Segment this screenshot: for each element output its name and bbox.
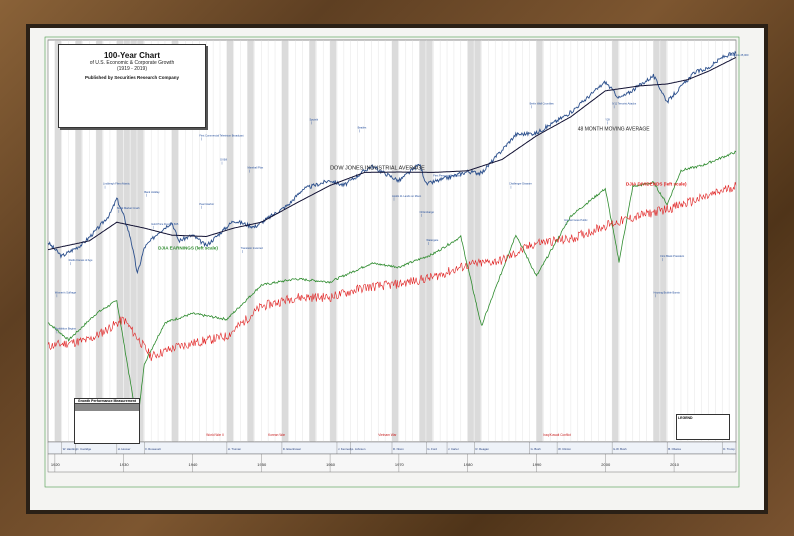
event-annotation: Bank Holiday (144, 190, 160, 194)
recession-band (653, 40, 660, 442)
chart-title-box: 100-Year Chart of U.S. Economic & Corpor… (58, 44, 206, 128)
decade-tick-label: 2000 (601, 462, 611, 467)
event-annotation: Marshall Plan (248, 166, 264, 170)
president-label: H. Truman (228, 447, 242, 451)
president-label: R. Nixon (393, 447, 404, 451)
recession-band (130, 40, 137, 442)
event-annotation: Housing Bubble Bursts (653, 290, 680, 294)
year-axis-strip (47, 453, 737, 473)
president-label: R. Reagan (476, 447, 490, 451)
president-label: C. Coolidge (77, 447, 92, 451)
recession-band (226, 40, 234, 442)
war-label: Vietnam War (378, 433, 397, 437)
dividends-line (47, 182, 737, 362)
event-annotation: 9/11 Terrorist Attacks (612, 101, 637, 105)
decade-tick-label: 1920 (51, 462, 61, 467)
event-annotation: Lindbergh Flies Atlantic (103, 182, 131, 186)
event-annotation: First Personal Computer (433, 174, 461, 178)
recession-band (171, 40, 179, 442)
decade-tick-label: 2010 (670, 462, 680, 467)
recession-band (137, 40, 144, 442)
decade-tick-label: 1950 (257, 462, 267, 467)
earnings-line (47, 150, 737, 426)
president-label: W. Harding (63, 447, 77, 451)
chart-subtitle: of U.S. Economic & Corporate Growth (89, 60, 175, 66)
recession-band (309, 40, 316, 442)
chart-title: 100-Year Chart (103, 51, 161, 60)
growth-performance-title: Growth Performance Measurement (75, 399, 139, 404)
president-label: D. Eisenhower (283, 447, 301, 451)
recession-band (330, 40, 337, 442)
president-label: L. Johnson (352, 447, 366, 451)
decade-tick-label: 1990 (532, 462, 542, 467)
president-label: J. Carter (448, 447, 459, 451)
war-label: World War II (206, 433, 224, 437)
decade-tick-label: 1980 (464, 462, 474, 467)
event-annotation: Internet Goes Public (564, 218, 588, 222)
recession-band (467, 40, 474, 442)
president-label: J. Kennedy (338, 447, 353, 451)
president-label: G. Ford (427, 447, 437, 451)
recession-band (54, 40, 62, 442)
moving-average-line (47, 56, 737, 251)
war-label: Korean War (268, 433, 286, 437)
president-label: D. Trump (723, 447, 735, 451)
recession-band (123, 40, 130, 442)
president-label: H. Hoover (118, 447, 131, 451)
event-annotation: Challenger Disaster (509, 182, 532, 186)
event-annotation: Radio Comes of Age (69, 258, 93, 262)
recession-band (660, 40, 667, 442)
moving-average-label: 48 MONTH MOVING AVERAGE (578, 127, 651, 133)
event-annotation: GI Bill (220, 158, 227, 162)
legend-title: LEGEND (678, 416, 693, 420)
event-annotation: Sputnik (309, 117, 318, 121)
event-annotation: Gold Price Fixed at $35 (151, 222, 179, 226)
recession-band (426, 40, 433, 442)
president-label: W. Clinton (558, 447, 571, 451)
decade-tick-label: 1930 (120, 462, 130, 467)
recession-band (281, 40, 289, 442)
event-annotation: Transistor Invented (241, 246, 264, 250)
event-annotation: Pearl Harbor (199, 202, 214, 206)
event-annotation: Berlin Wall Crumbles (530, 101, 555, 105)
recession-band (474, 40, 481, 442)
war-label: Iraq/Kuwait Conflict (543, 433, 571, 437)
event-annotation: Stock Market Crash (117, 206, 140, 210)
decade-tick-label: 1970 (395, 462, 405, 467)
legend-box: LEGEND (676, 414, 730, 440)
djia-label: DOW JONES INDUSTRIAL AVERAGE (330, 165, 425, 171)
recession-band (419, 40, 426, 442)
event-annotation: Watergate (426, 238, 438, 242)
recession-band (96, 40, 103, 442)
event-annotation: Women's Suffrage (55, 290, 77, 294)
event-annotation: Y2K (605, 117, 610, 121)
decade-tick-label: 1960 (326, 462, 336, 467)
chart-years: (1919 - 2019) (116, 66, 148, 72)
dividends-label: DJIA DIVIDENDS (left scale) (626, 181, 687, 186)
recession-band (247, 40, 254, 442)
president-label: B. Obama (668, 447, 681, 451)
growth-performance-box: Growth Performance Measurement (74, 398, 140, 444)
plot-outer-border (44, 36, 740, 488)
chart-publisher: Published by Securities Research Company (84, 75, 180, 80)
event-annotation: First Commercial Television Broadcast (199, 133, 243, 137)
recession-band (116, 40, 123, 442)
event-annotation: Apollo 11 Lands on Moon (392, 194, 422, 198)
earnings-label: DJIA EARNINGS (left scale) (158, 246, 218, 251)
decade-tick-label: 1940 (188, 462, 198, 467)
president-label: F. Roosevelt (145, 447, 161, 451)
event-annotation: Prohibition Begins (55, 326, 77, 330)
event-annotation: Beatles (358, 125, 367, 129)
president-label: G.W. Bush (613, 447, 627, 451)
event-annotation: First Black President (660, 254, 684, 258)
growth-performance-table (75, 404, 139, 411)
recession-band (75, 40, 82, 442)
president-label: G. Bush (531, 447, 542, 451)
event-annotation: Oil Embargo (420, 210, 435, 214)
chart-plot: DOW JONES INDUSTRIAL AVERAGE 48 MONTH MOV… (44, 36, 749, 488)
djia-line (47, 50, 737, 275)
recession-band (392, 40, 399, 442)
